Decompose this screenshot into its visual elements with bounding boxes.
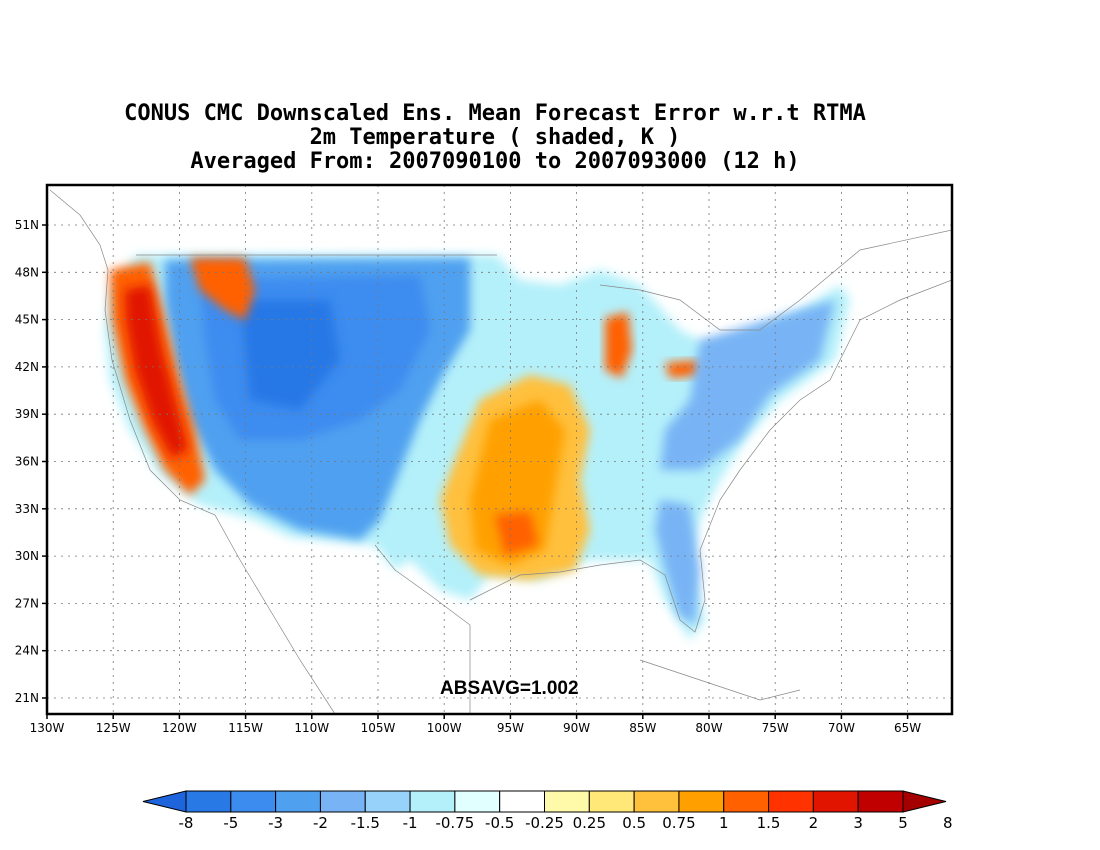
- florida-cold-region: [655, 500, 700, 625]
- lat-tick-label: 45N: [15, 313, 39, 327]
- colorbar-box: [768, 790, 814, 813]
- lon-tick-label: 65W: [894, 721, 921, 735]
- colorbar-label: 3: [853, 814, 863, 832]
- lon-tick-label: 95W: [497, 721, 524, 735]
- colorbar-label: -1: [403, 814, 418, 832]
- lake-michigan-warm-region: [605, 312, 632, 378]
- colorbar-box: [633, 790, 680, 813]
- colorbar-box: [319, 790, 366, 813]
- colorbar-box: [857, 790, 904, 813]
- colorbar-label: -2: [313, 814, 328, 832]
- title-line-1: CONUS CMC Downscaled Ens. Mean Forecast …: [124, 101, 866, 126]
- colorbar-box: [409, 790, 456, 813]
- figure-title: CONUS CMC Downscaled Ens. Mean Forecast …: [0, 102, 990, 174]
- lat-tick-label: 33N: [15, 502, 39, 516]
- colorbar-label: -0.25: [525, 814, 564, 832]
- colorbar-box: [230, 790, 277, 813]
- title-line-2: 2m Temperature ( shaded, K ): [309, 125, 681, 150]
- appalachian-cold-region: [660, 300, 835, 470]
- colorbar-label: 8: [943, 814, 953, 832]
- colorbar-arrow-right: [902, 790, 947, 813]
- colorbar-label: -5: [223, 814, 238, 832]
- lat-tick-label: 42N: [15, 360, 39, 374]
- lon-tick-label: 75W: [762, 721, 789, 735]
- east-texas-core-warm: [495, 512, 538, 555]
- colorbar-arrow-left: [142, 790, 187, 813]
- colorbar-box: [454, 790, 501, 813]
- colorbar-label: -0.5: [485, 814, 514, 832]
- colorbar-box: [678, 790, 725, 813]
- lat-tick-label: 39N: [15, 407, 39, 421]
- lat-tick-label: 24N: [15, 644, 39, 658]
- lon-tick-label: 90W: [563, 721, 590, 735]
- lat-tick-label: 51N: [15, 218, 39, 232]
- lon-tick-label: 115W: [228, 721, 263, 735]
- lon-tick-label: 125W: [96, 721, 131, 735]
- lon-tick-label: 100W: [427, 721, 462, 735]
- colorbar-box: [275, 790, 321, 813]
- colorbar-label: 0.5: [622, 814, 646, 832]
- colorbar-label: 0.25: [573, 814, 606, 832]
- lon-tick-label: 85W: [629, 721, 656, 735]
- great-basin-core-cold: [240, 300, 340, 410]
- colorbar-label: -0.75: [435, 814, 474, 832]
- colorbar: -8 -5 -3 -2 -1.5 -1 -0.75 -0.5 -0.25 0.25 0.5 0.75 1…: [142, 790, 953, 832]
- map-frame: [45, 183, 954, 716]
- temperature-error-field: [105, 255, 850, 640]
- colorbar-label: 1: [719, 814, 729, 832]
- colorbar-label: -3: [268, 814, 283, 832]
- pacific-nw-warm-region: [190, 258, 255, 320]
- lon-tick-label: 120W: [162, 721, 197, 735]
- colorbar-box: [364, 790, 411, 813]
- lon-tick-label: 110W: [294, 721, 329, 735]
- lat-tick-label: 48N: [15, 265, 39, 279]
- california-valley-warm-region: [125, 285, 188, 458]
- lat-tick-label: 30N: [15, 549, 39, 563]
- east-texas-warm-region: [470, 400, 565, 565]
- colorbar-box: [499, 790, 545, 813]
- colorbar-label: 1.5: [757, 814, 781, 832]
- absavg-label: ABSAVG=1.002: [440, 678, 579, 699]
- colorbar-box: [544, 790, 590, 813]
- colorbar-box: [588, 790, 635, 813]
- lat-tick-label: 36N: [15, 455, 39, 469]
- title-line-3: Averaged From: 2007090100 to 2007093000 …: [190, 149, 800, 174]
- lake-erie-warm-region: [665, 360, 703, 378]
- lon-tick-label: 130W: [30, 721, 65, 735]
- latitude-axis: 51N 48N 45N 42N 39N 36N 33N 30N 27N 24N 21N: [15, 218, 47, 705]
- colorbar-label: -8: [179, 814, 194, 832]
- lat-tick-label: 21N: [15, 691, 39, 705]
- colorbar-box: [723, 790, 770, 813]
- colorbar-box: [812, 790, 859, 813]
- lon-tick-label: 105W: [361, 721, 396, 735]
- lon-tick-label: 70W: [828, 721, 855, 735]
- colorbar-label: -1.5: [351, 814, 380, 832]
- lat-tick-label: 27N: [15, 596, 39, 610]
- colorbar-label: 2: [809, 814, 819, 832]
- colorbar-label: 0.75: [662, 814, 695, 832]
- colorbar-box: [185, 790, 232, 813]
- lon-tick-label: 80W: [695, 721, 722, 735]
- longitude-axis: 130W 125W 120W 115W 110W 105W 100W 95W 90W 85W 80W…: [30, 714, 921, 735]
- coastlines: [49, 189, 952, 714]
- colorbar-label: 5: [898, 814, 908, 832]
